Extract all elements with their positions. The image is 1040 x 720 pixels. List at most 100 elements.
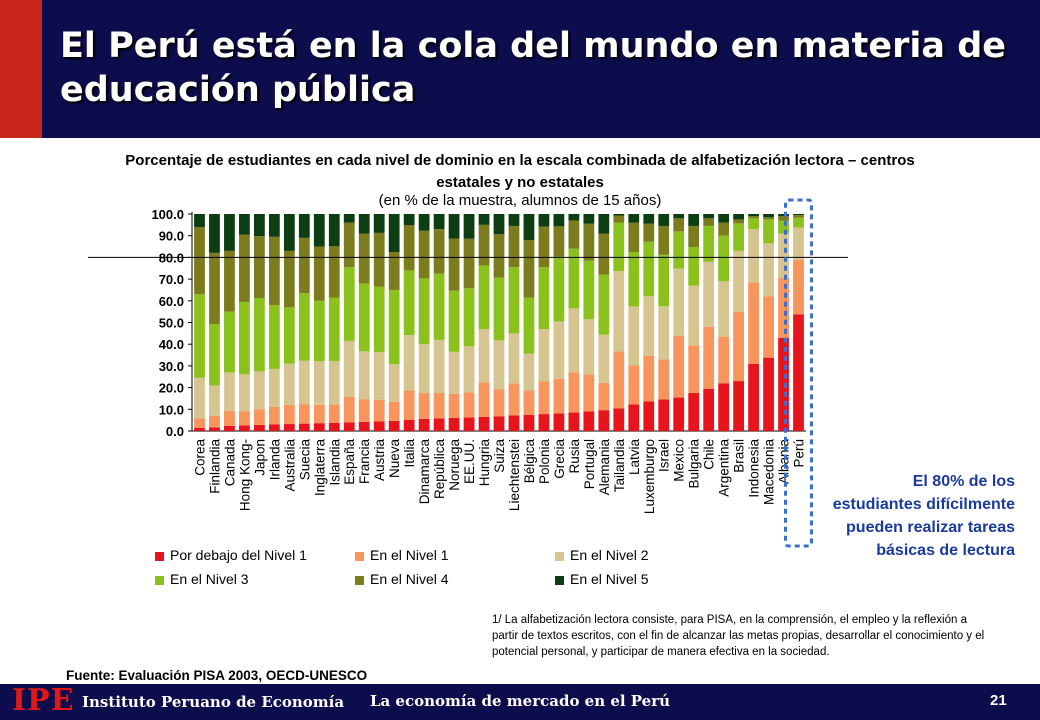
bar-segment — [313, 246, 325, 301]
footnote: 1/ La alfabetización lectora consiste, p… — [492, 614, 985, 658]
bar-segment — [748, 282, 759, 364]
bar-segment — [373, 232, 385, 287]
bar-segment — [613, 351, 625, 409]
bar-segment — [224, 311, 235, 373]
bar-segment — [268, 214, 280, 237]
x-category-label: Canada — [222, 439, 237, 487]
bar-segment — [598, 334, 610, 383]
bar-segment — [209, 214, 220, 253]
bar-segment — [583, 260, 595, 320]
bar-segment — [598, 382, 610, 411]
bar-segment — [253, 297, 265, 372]
legend-item: En el Nivel 3 — [155, 570, 249, 588]
bar-segment — [328, 214, 340, 247]
x-category-label: Tailandia — [612, 439, 627, 493]
bar-segment — [523, 353, 535, 391]
bar-segment — [793, 214, 804, 216]
bar-segment — [508, 333, 520, 384]
bar-segment — [343, 222, 355, 268]
legend-label: En el Nivel 2 — [570, 547, 649, 563]
bar-segment — [478, 382, 490, 417]
bar-segment — [298, 404, 310, 424]
bar-segment — [343, 340, 355, 397]
bar-segment — [403, 390, 415, 420]
bar-segment — [493, 389, 505, 417]
bar-segment — [388, 251, 400, 290]
bar-segment — [313, 214, 325, 247]
y-tick-label: 70.0 — [159, 272, 184, 287]
bar-segment — [523, 240, 535, 298]
bar-segment — [733, 381, 745, 431]
x-category-label: Grecia — [552, 439, 567, 479]
bar-segment — [508, 415, 520, 431]
x-category-label: Finlandia — [207, 439, 222, 494]
bar-segment — [328, 246, 340, 298]
bar-segment — [598, 233, 610, 275]
x-category-label: Liechtenstei — [507, 439, 522, 511]
legend-label: En el Nivel 1 — [370, 547, 449, 563]
bar-segment — [643, 401, 655, 431]
bar-segment — [673, 268, 685, 336]
bar-segment — [418, 214, 430, 231]
bar-segment — [523, 297, 535, 354]
bar-segment — [253, 424, 265, 431]
bar-segment — [718, 281, 730, 337]
bar-segment — [553, 321, 565, 379]
bar-segment — [688, 285, 700, 346]
bar-segment — [583, 319, 595, 375]
x-category-label: Australia — [282, 439, 297, 492]
bar-segment — [463, 346, 475, 393]
bar-segment — [643, 214, 655, 224]
x-category-label: Rusia — [567, 439, 582, 474]
bar-segment — [194, 294, 205, 378]
bar-segment — [313, 404, 325, 424]
x-category-label: Portugal — [582, 439, 597, 489]
x-category-label: Dinamarca — [417, 439, 432, 505]
bar-segment — [403, 225, 415, 271]
bar-segment — [478, 416, 490, 431]
bar-segment — [523, 414, 535, 431]
bar-segment — [583, 223, 595, 261]
x-category-label: Indonesia — [747, 439, 762, 498]
legend-label: En el Nivel 4 — [370, 571, 449, 587]
bar-segment — [718, 214, 730, 223]
bar-segment — [358, 233, 370, 284]
bar-segment — [463, 417, 475, 431]
y-tick-label: 40.0 — [159, 337, 184, 352]
x-category-label: Israel — [657, 439, 672, 472]
bar-segment — [283, 250, 295, 308]
bar-segment — [388, 214, 400, 252]
bar-segment — [718, 235, 730, 282]
bar-segment — [373, 352, 385, 400]
bar-segment — [763, 357, 774, 431]
bar-segment — [688, 225, 700, 247]
legend-item: En el Nivel 2 — [555, 546, 649, 564]
x-category-label: Albania — [777, 439, 792, 485]
bar-segment — [793, 314, 804, 431]
x-category-label: Francia — [357, 439, 372, 485]
bar-segment — [613, 408, 625, 431]
footer-bar: IPE Instituto Peruano de Economía La eco… — [0, 684, 1040, 720]
bar-segment — [748, 218, 759, 230]
bar-segment — [763, 243, 774, 297]
y-tick-label: 90.0 — [159, 229, 184, 244]
bar-segment — [733, 223, 745, 251]
bar-segment — [778, 278, 789, 338]
x-category-label: Hong Kong- — [237, 439, 252, 511]
bar-segment — [538, 381, 550, 415]
bar-segment — [239, 411, 250, 426]
y-tick-label: 50.0 — [159, 316, 184, 331]
legend-label: En el Nivel 3 — [170, 571, 249, 587]
bar-segment — [224, 214, 235, 251]
bar-segment — [628, 251, 640, 307]
bar-segment — [283, 214, 295, 251]
bar-segment — [493, 277, 505, 341]
bar-segment — [418, 344, 430, 394]
bar-segment — [778, 220, 789, 234]
bar-segment — [493, 340, 505, 390]
bar-segment — [328, 404, 340, 423]
bar-segment — [538, 414, 550, 431]
legend-label: Por debajo del Nivel 1 — [170, 547, 307, 563]
bar-segment — [388, 364, 400, 402]
bar-segment — [658, 254, 670, 307]
